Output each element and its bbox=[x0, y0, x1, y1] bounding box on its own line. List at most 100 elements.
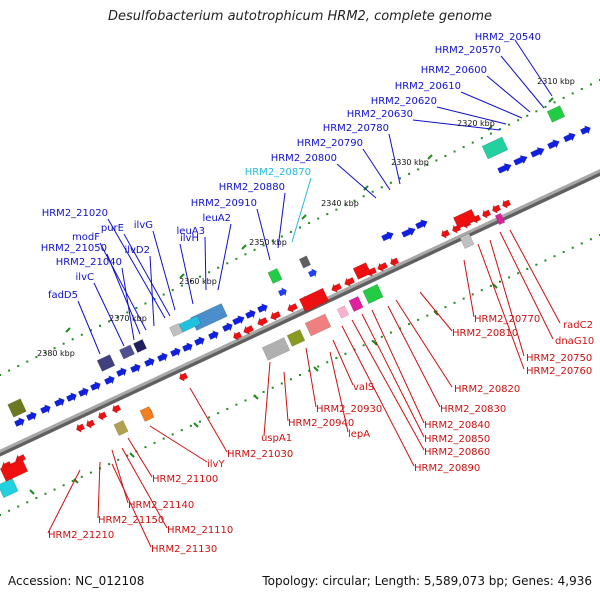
forward-gene-arrow bbox=[530, 147, 545, 158]
forward-gene-block bbox=[267, 268, 283, 284]
kbp-minor-tick bbox=[253, 394, 259, 400]
tick-dot-inner bbox=[462, 297, 465, 300]
tick-dot-inner bbox=[0, 514, 1, 516]
forward-gene-label: HRM2_20800 bbox=[271, 153, 337, 164]
tick-dot-inner bbox=[299, 374, 301, 376]
reverse-gene-block bbox=[304, 313, 332, 337]
tick-dot-inner bbox=[35, 497, 38, 500]
forward-gene-label: ilvG bbox=[134, 220, 153, 231]
tick-dot-outer bbox=[508, 123, 511, 126]
tick-dot-inner bbox=[335, 357, 338, 360]
forward-gene-arrow bbox=[181, 342, 193, 352]
forward-gene-arrow bbox=[156, 352, 168, 362]
tick-dot-outer bbox=[280, 235, 283, 238]
forward-gene-label: HRM2_21020 bbox=[42, 208, 108, 219]
reverse-gene-label: HRM2_20940 bbox=[288, 418, 354, 429]
reverse-gene-block bbox=[336, 305, 350, 319]
reverse-gene-arrow bbox=[257, 317, 269, 327]
backbone-shadow bbox=[0, 169, 600, 457]
tick-dot-inner bbox=[499, 280, 501, 283]
tick-dot-inner bbox=[153, 441, 156, 444]
tick-dot-outer bbox=[335, 208, 338, 211]
forward-gene-arrow bbox=[207, 330, 219, 340]
kbp-minor-tick bbox=[492, 283, 498, 289]
tick-dot-inner bbox=[526, 267, 529, 270]
tick-dot-inner bbox=[553, 255, 556, 258]
forward-leader-line bbox=[149, 255, 155, 327]
tick-dot-outer bbox=[244, 253, 247, 256]
forward-leader-line bbox=[93, 282, 125, 347]
tick-dot-inner bbox=[80, 475, 83, 478]
tick-dot-inner bbox=[371, 340, 374, 343]
reverse-leader-line bbox=[127, 437, 153, 478]
forward-leader-line bbox=[99, 242, 147, 331]
kbp-label: 2330 kbp bbox=[391, 158, 429, 167]
tick-dot-inner bbox=[208, 416, 211, 419]
tick-dot-outer bbox=[308, 222, 311, 225]
reverse-gene-block bbox=[453, 208, 477, 230]
forward-leader-line bbox=[362, 148, 391, 191]
tick-dot-outer bbox=[62, 342, 65, 345]
kbp-minor-tick bbox=[129, 452, 135, 458]
reverse-gene-label: ilvY bbox=[207, 459, 225, 470]
forward-leader-line bbox=[107, 218, 166, 319]
tick-dot-outer bbox=[462, 146, 465, 149]
reverse-leader-line bbox=[387, 305, 441, 408]
forward-gene-label: modF bbox=[72, 232, 100, 243]
tick-dot-inner bbox=[280, 382, 283, 385]
reverse-leader-line bbox=[419, 291, 453, 332]
tick-dot-outer bbox=[426, 163, 429, 166]
kbp-major-tick bbox=[548, 97, 554, 103]
forward-gene-block bbox=[119, 344, 135, 360]
tick-dot-outer bbox=[26, 360, 29, 363]
forward-gene-arrow bbox=[415, 219, 428, 230]
tick-dot-inner bbox=[589, 238, 592, 241]
forward-gene-block bbox=[169, 323, 183, 337]
reverse-gene-arrow bbox=[98, 411, 108, 421]
forward-gene-arrow bbox=[129, 363, 141, 373]
tick-dot-outer bbox=[353, 199, 356, 202]
reverse-leader-line bbox=[395, 299, 453, 388]
tick-dot-inner bbox=[317, 365, 320, 368]
forward-gene-label: HRM2_20610 bbox=[395, 81, 461, 92]
reverse-gene-label: HRM2_20850 bbox=[424, 434, 490, 445]
forward-gene-arrow bbox=[579, 125, 591, 135]
reverse-leader-line bbox=[305, 347, 317, 408]
tick-dot-inner bbox=[289, 378, 292, 381]
reverse-gene-label: HRM2_21110 bbox=[167, 525, 233, 536]
reverse-gene-label: HRM2_21130 bbox=[151, 544, 217, 555]
backbone-line bbox=[0, 169, 600, 453]
forward-leader-line bbox=[204, 236, 207, 291]
reverse-leader-line bbox=[371, 309, 425, 424]
forward-gene-label: ilvC bbox=[76, 272, 94, 283]
forward-gene-arrow bbox=[169, 347, 181, 357]
forward-gene-block bbox=[481, 136, 509, 160]
tick-dot-outer bbox=[362, 195, 365, 198]
tick-dot-inner bbox=[171, 433, 174, 436]
forward-gene-arrow bbox=[77, 387, 89, 397]
tick-dot-outer bbox=[289, 230, 292, 233]
tick-dot-inner bbox=[8, 509, 11, 512]
reverse-leader-line bbox=[361, 313, 425, 438]
tick-dot-inner bbox=[535, 263, 538, 266]
tick-dot-inner bbox=[244, 399, 247, 402]
reverse-gene-block bbox=[298, 287, 330, 313]
forward-gene-block bbox=[546, 105, 566, 123]
reverse-gene-arrow bbox=[441, 229, 451, 239]
forward-gene-arrow bbox=[401, 227, 416, 238]
tick-dot-outer bbox=[453, 150, 456, 153]
tick-dot-outer bbox=[580, 87, 583, 90]
tick-dot-outer bbox=[317, 217, 320, 220]
tick-dot-outer bbox=[80, 333, 83, 336]
tick-dot-inner bbox=[144, 446, 147, 449]
tick-dot-outer bbox=[389, 181, 392, 184]
reverse-gene-label: HRM2_20810 bbox=[452, 328, 518, 339]
forward-gene-label: leuA2 bbox=[203, 213, 231, 224]
tick-dot-outer bbox=[435, 159, 438, 162]
forward-leader-line bbox=[514, 39, 553, 97]
tick-dot-outer bbox=[189, 280, 192, 283]
reverse-leader-line bbox=[341, 325, 415, 467]
reverse-gene-block bbox=[459, 233, 475, 249]
kbp-minor-tick bbox=[193, 422, 199, 428]
